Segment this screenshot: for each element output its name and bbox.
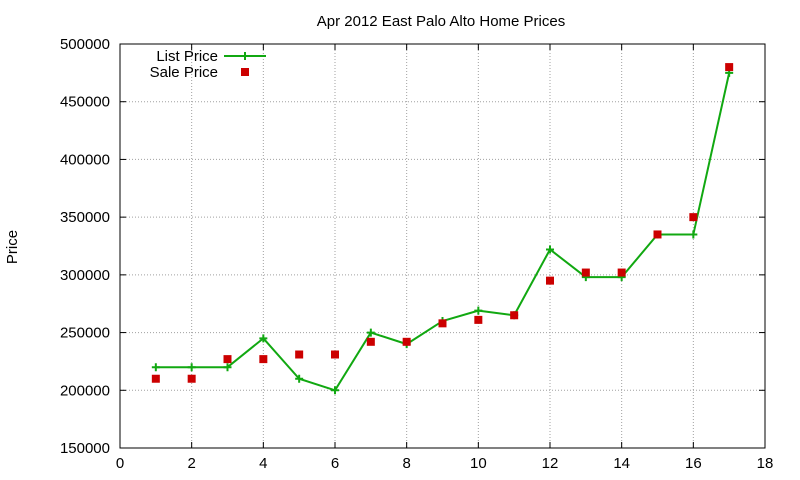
x-tick-label: 16 bbox=[685, 455, 702, 472]
x-tick-label: 14 bbox=[613, 455, 630, 472]
x-tick-label: 10 bbox=[470, 455, 487, 472]
list-price-point bbox=[223, 363, 232, 372]
legend-plus-marker bbox=[241, 52, 249, 60]
list-price-point bbox=[331, 386, 339, 395]
x-tick-label: 18 bbox=[757, 455, 774, 472]
list-price-point bbox=[259, 334, 268, 343]
sale-price-point bbox=[546, 276, 554, 285]
y-tick-label: 250000 bbox=[60, 325, 110, 342]
sale-price-point bbox=[366, 337, 375, 346]
sale-price-point bbox=[402, 337, 411, 346]
grid-lines bbox=[120, 44, 765, 448]
sale-price-point bbox=[331, 350, 339, 359]
sale-price-point bbox=[725, 63, 734, 72]
x-tick-label: 12 bbox=[542, 455, 559, 472]
list-price-point bbox=[187, 363, 196, 372]
list-price-point bbox=[474, 306, 483, 315]
y-tick-label: 150000 bbox=[60, 440, 110, 457]
sale-price-point bbox=[259, 355, 268, 364]
sale-price-point bbox=[151, 374, 160, 383]
plot-area bbox=[151, 63, 734, 395]
x-tick-label: 0 bbox=[116, 455, 124, 472]
axes bbox=[119, 43, 766, 449]
x-tick-label: 6 bbox=[331, 455, 339, 472]
sale-price-point bbox=[689, 213, 698, 222]
y-tick-label: 450000 bbox=[60, 94, 110, 111]
sale-price-point bbox=[653, 230, 662, 239]
list-price-point bbox=[295, 374, 304, 383]
x-tick-label: 8 bbox=[402, 455, 410, 472]
sale-price-point bbox=[223, 355, 232, 364]
sale-price-point bbox=[510, 311, 519, 320]
list-price-line bbox=[155, 72, 731, 392]
y-tick-label: 500000 bbox=[60, 36, 110, 53]
legend-label: Sale Price bbox=[150, 64, 218, 81]
ticks: 0 2 4 6 8 10 12 14 16 18 150000 200000 250000 300000 3… bbox=[60, 36, 773, 472]
y-tick-label: 200000 bbox=[60, 382, 110, 399]
list-price-point bbox=[151, 363, 160, 372]
sale-price-point bbox=[474, 315, 483, 324]
sale-price-point bbox=[187, 374, 196, 383]
plot-border bbox=[119, 43, 766, 449]
list-price-point bbox=[689, 230, 698, 239]
sale-price-point bbox=[438, 319, 447, 328]
y-tick-label: 300000 bbox=[60, 267, 110, 284]
legend-square-swatch bbox=[241, 68, 249, 76]
sale-price-point bbox=[295, 350, 304, 359]
y-axis-label: Price bbox=[4, 230, 21, 264]
x-tick-label: 2 bbox=[187, 455, 195, 472]
legend-label: List Price bbox=[156, 48, 218, 65]
y-tick-label: 350000 bbox=[60, 209, 110, 226]
sale-price-point bbox=[617, 268, 626, 277]
chart-title: Apr 2012 East Palo Alto Home Prices bbox=[317, 13, 565, 30]
list-price-point bbox=[366, 328, 375, 337]
sale-price-point bbox=[581, 268, 590, 277]
y-tick-label: 400000 bbox=[60, 151, 110, 168]
x-tick-label: 4 bbox=[259, 455, 267, 472]
list-price-point bbox=[546, 245, 554, 254]
